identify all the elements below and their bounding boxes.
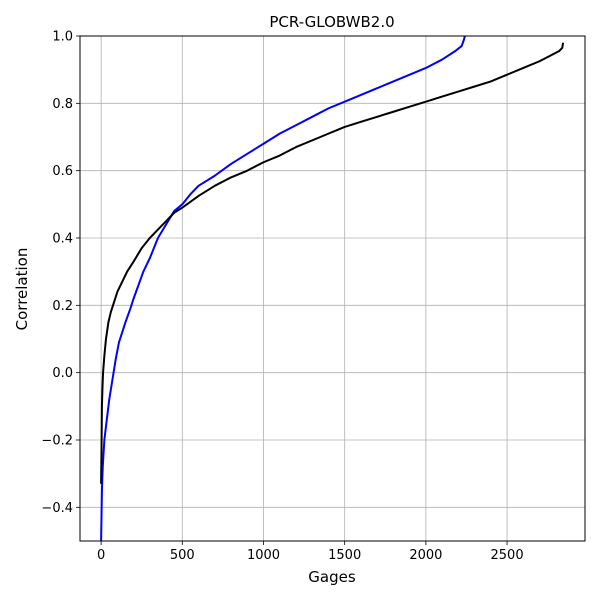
x-tick-label: 2000	[409, 548, 442, 563]
y-tick-label: 0.4	[52, 232, 73, 247]
x-tick-label: 2500	[491, 548, 524, 563]
plot-frame	[79, 35, 586, 542]
series-line-1	[100, 42, 565, 484]
x-tick-label: 0	[97, 548, 105, 563]
y-tick-label: −0.4	[41, 501, 73, 516]
y-axis-label: Correlation	[13, 248, 31, 331]
y-tick-label: 1.0	[52, 30, 73, 45]
axis-ticks: 0 500 1000 1500 2000 2500 −0.4 −0.2 0.0 0.2 0.4 0.6…	[41, 30, 523, 564]
series-line-0	[100, 35, 466, 542]
x-tick-label: 1000	[247, 548, 280, 563]
y-tick-label: 0.8	[52, 97, 73, 112]
y-tick-label: 0.6	[52, 164, 73, 179]
x-axis-label: Gages	[308, 568, 356, 586]
grid-lines	[80, 35, 585, 541]
series-layer	[100, 35, 565, 542]
y-tick-label: 0.0	[52, 366, 73, 381]
x-tick-label: 1500	[328, 548, 361, 563]
y-tick-label: 0.2	[52, 299, 73, 314]
x-tick-label: 500	[170, 548, 195, 563]
chart-title: PCR-GLOBWB2.0	[269, 13, 394, 31]
y-tick-label: −0.2	[41, 434, 73, 449]
